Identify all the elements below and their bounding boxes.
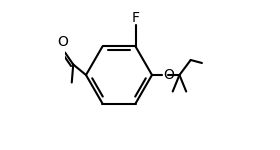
Text: O: O — [57, 35, 68, 49]
Text: F: F — [132, 11, 139, 25]
Text: O: O — [163, 68, 174, 82]
